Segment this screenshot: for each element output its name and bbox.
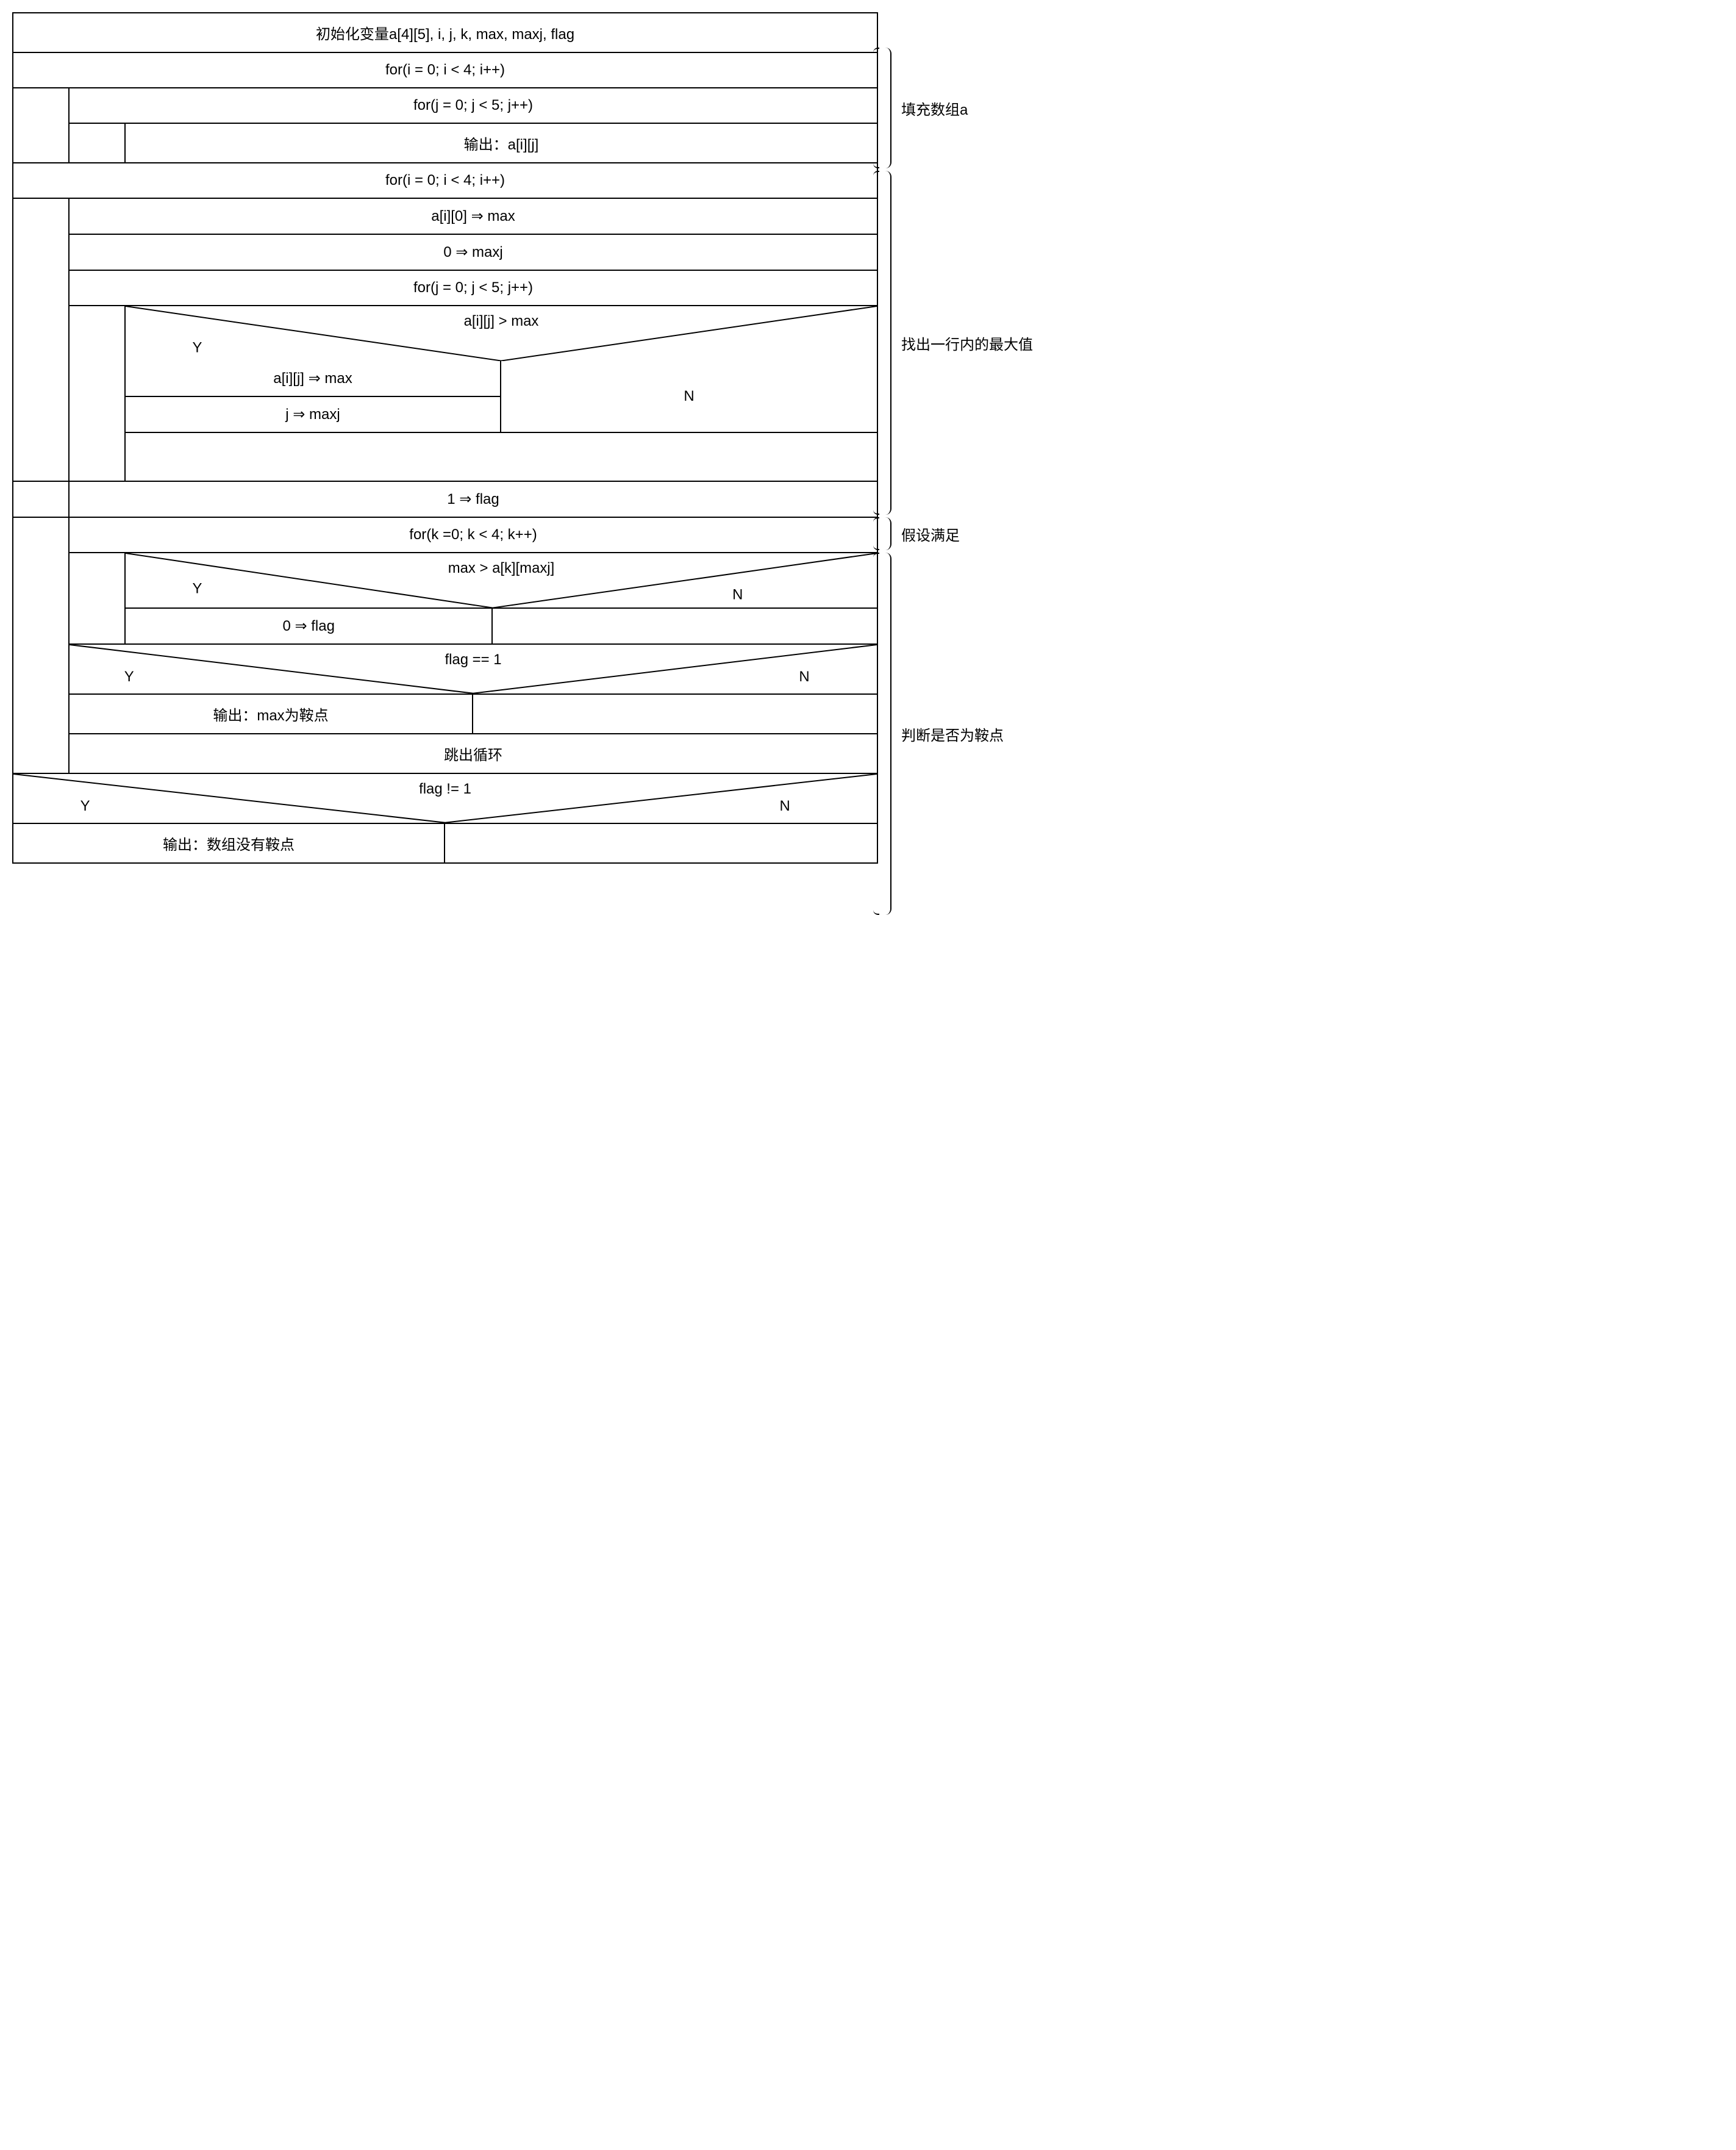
init-box: 初始化变量a[4][5], i, j, k, max, maxj, flag — [13, 13, 877, 53]
anno-fill: 填充数组a — [901, 98, 968, 119]
y-label-4: Y — [80, 798, 90, 814]
n-label-2: N — [732, 586, 743, 603]
assign-maxj0: 0 ⇒ maxj — [70, 235, 877, 271]
y-label-2: Y — [192, 580, 202, 597]
loop-j-fill: for(j = 0; j < 5; j++) — [70, 88, 877, 124]
loop-k: for(k =0; k < 4; k++) — [70, 518, 877, 553]
assign-max: a[i][0] ⇒ max — [70, 199, 877, 235]
n-label-rowmax: N — [501, 379, 877, 414]
out-saddle: 输出：max为鞍点 — [70, 695, 472, 733]
y-label-3: Y — [124, 668, 134, 685]
assign-flag0: 0 ⇒ flag — [126, 609, 491, 643]
ns-diagram: 初始化变量a[4][5], i, j, k, max, maxj, flag f… — [12, 12, 878, 864]
cond-gt-max-text: a[i][j] > max — [464, 313, 539, 329]
cond-max-gt: max > a[k][maxj] Y N — [126, 553, 877, 608]
loop-j-max: for(j = 0; j < 5; j++) — [70, 271, 877, 306]
annotations: 填充数组a 找出一行内的最大值 假设满足 判断是否为鞍点 — [878, 12, 1037, 864]
cond-gt-max: a[i][j] > max Y — [126, 306, 877, 361]
cond-flag-eq-text: flag == 1 — [445, 651, 501, 668]
break-loop: 跳出循环 — [70, 734, 877, 773]
assign-flag1: 1 ⇒ flag — [70, 482, 877, 517]
anno-assume: 假设满足 — [901, 523, 960, 545]
assign-aij-max: a[i][j] ⇒ max — [126, 361, 500, 397]
loop-i-max: for(i = 0; i < 4; i++) — [13, 163, 877, 199]
n-label-4: N — [779, 798, 790, 814]
cond-max-gt-text: max > a[k][maxj] — [448, 559, 554, 576]
n-label-3: N — [799, 668, 809, 685]
cond-flag-ne: flag != 1 Y N — [13, 774, 877, 823]
y-label: Y — [192, 340, 202, 356]
anno-judge: 判断是否为鞍点 — [901, 723, 1004, 745]
cond-flag-ne-text: flag != 1 — [419, 781, 471, 797]
output-aij: 输出：a[i][j] — [126, 124, 877, 162]
out-no-saddle: 输出：数组没有鞍点 — [13, 824, 444, 862]
cond-flag-eq: flag == 1 Y N — [70, 645, 877, 693]
loop-i-fill: for(i = 0; i < 4; i++) — [13, 53, 877, 88]
assign-j-maxj: j ⇒ maxj — [126, 397, 500, 432]
anno-find-max: 找出一行内的最大值 — [901, 332, 1033, 354]
